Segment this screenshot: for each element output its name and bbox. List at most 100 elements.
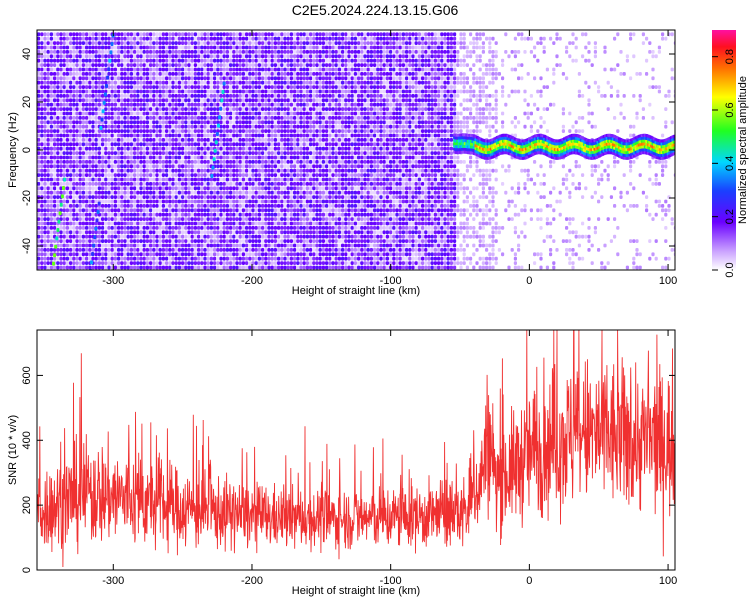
heatmap-cell <box>280 94 284 98</box>
heatmap-cell <box>251 124 255 129</box>
heatmap-cell <box>293 138 297 142</box>
heatmap-cell <box>209 45 213 50</box>
heatmap-cell <box>200 204 204 208</box>
heatmap-cell <box>235 41 239 45</box>
heatmap-cell <box>273 36 277 41</box>
heatmap-cell <box>181 111 185 116</box>
heatmap-cell <box>321 221 325 226</box>
heatmap-cell <box>40 234 44 239</box>
heatmap-cell <box>325 107 329 111</box>
heatmap-cell <box>248 248 252 252</box>
heatmap-cell <box>126 124 130 129</box>
heatmap-cell <box>107 256 111 261</box>
heatmap-cell <box>142 204 146 208</box>
heatmap-cell <box>209 177 213 182</box>
heatmap-cell <box>273 72 277 76</box>
heatmap-cell <box>318 32 322 37</box>
heatmap-cell <box>161 248 165 252</box>
heatmap-cell <box>248 261 252 265</box>
heatmap-cell <box>312 80 316 85</box>
heatmap-cell <box>152 120 156 125</box>
heatmap-cell <box>219 265 223 270</box>
heatmap-cell <box>206 195 210 199</box>
heatmap-cell <box>37 173 41 177</box>
heatmap-cell <box>139 230 143 235</box>
heatmap-cell <box>145 248 149 252</box>
heatmap-cell <box>152 133 156 138</box>
heatmap-cell <box>97 230 101 235</box>
heatmap-cell <box>200 72 204 76</box>
heatmap-cell <box>59 133 63 138</box>
heatmap-cell <box>235 36 239 41</box>
heatmap-cell <box>254 173 258 177</box>
heatmap-cell <box>321 195 325 199</box>
heatmap-cell <box>142 155 146 160</box>
heatmap-cell <box>85 221 89 226</box>
heatmap-cell <box>283 129 287 133</box>
heatmap-cell <box>49 76 53 81</box>
heatmap-cell <box>225 124 229 129</box>
heatmap-cell <box>190 182 194 186</box>
heatmap-cell <box>277 265 281 270</box>
heatmap-cell <box>235 212 239 217</box>
heatmap-cell <box>78 146 82 151</box>
heatmap-cell <box>161 107 165 111</box>
heatmap-cell <box>289 265 293 270</box>
heatmap-cell <box>181 230 185 235</box>
heatmap-cell <box>206 146 210 151</box>
heatmap-cell <box>56 58 60 63</box>
heatmap-cell <box>277 138 281 142</box>
heatmap-cell <box>46 261 50 265</box>
heatmap-cell <box>181 155 185 160</box>
heatmap-cell <box>110 256 114 261</box>
heatmap-cell <box>123 155 127 160</box>
heatmap-cell <box>232 85 236 89</box>
heatmap-cell <box>126 111 130 116</box>
heatmap-cell <box>174 32 178 37</box>
heatmap-cell <box>168 116 172 120</box>
heatmap-cell <box>43 239 47 243</box>
heatmap-cell <box>78 182 82 186</box>
heatmap-cell <box>56 177 60 182</box>
heatmap-cell <box>113 54 117 59</box>
heatmap-cell <box>139 248 143 252</box>
heatmap-cell <box>46 36 50 41</box>
heatmap-cell <box>88 190 92 195</box>
heatmap-cell <box>286 199 290 204</box>
heatmap-cell <box>222 212 226 217</box>
heatmap-cell <box>177 72 181 76</box>
heatmap-cell <box>232 204 236 208</box>
heatmap-cell <box>318 155 322 160</box>
heatmap-cell <box>209 80 213 85</box>
heatmap-cell <box>181 261 185 265</box>
heatmap-cell <box>222 45 226 50</box>
heatmap-cell <box>241 204 245 208</box>
heatmap-cell <box>75 234 79 239</box>
heatmap-cell <box>126 199 130 204</box>
heatmap-cell <box>63 270 66 274</box>
heatmap-cell <box>200 151 204 155</box>
heatmap-cell <box>315 208 319 213</box>
heatmap-cell <box>219 234 223 239</box>
heatmap-cell <box>190 116 194 120</box>
heatmap-cell <box>43 50 47 54</box>
heatmap-cell <box>254 116 258 120</box>
heatmap-cell <box>155 230 159 235</box>
heatmap-cell <box>197 120 201 125</box>
heatmap-cell <box>267 50 271 54</box>
heatmap-cell <box>136 217 140 221</box>
heatmap-cell <box>81 252 85 257</box>
heatmap-cell <box>254 151 258 155</box>
heatmap-cell <box>318 186 322 191</box>
heatmap-cell <box>197 265 201 270</box>
heatmap-cell <box>101 190 105 195</box>
heatmap-cell <box>91 212 95 217</box>
heatmap-cell <box>203 199 207 204</box>
heatmap-cell <box>62 63 66 67</box>
heatmap-cell <box>296 45 300 50</box>
heatmap-cell <box>129 164 133 169</box>
heatmap-cell <box>293 63 297 67</box>
heatmap-cell <box>171 177 175 182</box>
heatmap-cell <box>120 102 124 107</box>
heatmap-cell <box>168 111 172 116</box>
